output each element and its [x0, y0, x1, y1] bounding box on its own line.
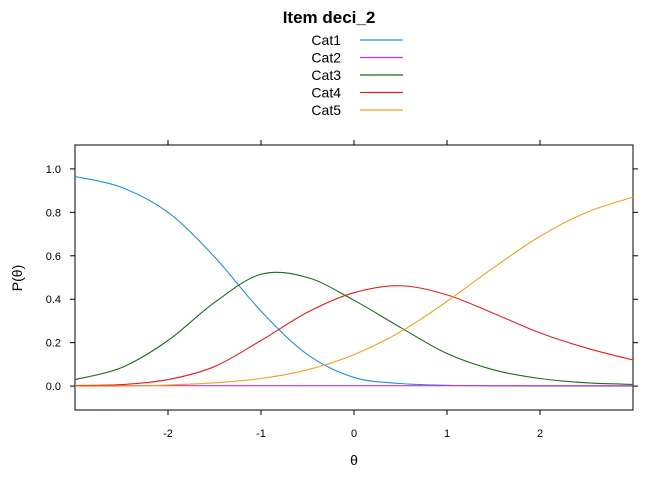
y-axis: 0.0 0.2 0.4 0.6 0.8 1.0: [46, 164, 638, 393]
y-tick-label: 0.2: [46, 338, 61, 350]
legend-label-cat2: Cat2: [311, 50, 341, 66]
legend-label-cat3: Cat3: [311, 67, 341, 83]
y-tick-label: 0.6: [46, 251, 61, 263]
y-axis-label: P(θ): [9, 265, 25, 291]
x-axis-label: θ: [350, 452, 358, 468]
legend-label-cat5: Cat5: [311, 102, 341, 118]
x-axis: -2 -1 0 1 2: [163, 140, 543, 440]
x-tick-label: -2: [163, 428, 173, 440]
y-tick-label: 0.0: [46, 381, 61, 393]
series-line-cat5: [74, 196, 634, 387]
y-tick-label: 0.8: [46, 207, 61, 219]
x-tick-label: 0: [351, 428, 357, 440]
series-lines: [74, 175, 634, 387]
y-tick-label: 0.4: [46, 294, 61, 306]
series-line-cat4: [74, 285, 634, 386]
plot-frame: [74, 144, 634, 411]
legend-label-cat4: Cat4: [311, 85, 341, 101]
legend-label-cat1: Cat1: [311, 32, 341, 48]
y-tick-label: 1.0: [46, 164, 61, 176]
x-tick-label: 2: [537, 428, 543, 440]
x-tick-label: -1: [256, 428, 266, 440]
chart-title: Item deci_2: [283, 8, 376, 27]
series-line-cat3: [74, 271, 634, 385]
x-tick-label: 1: [444, 428, 450, 440]
